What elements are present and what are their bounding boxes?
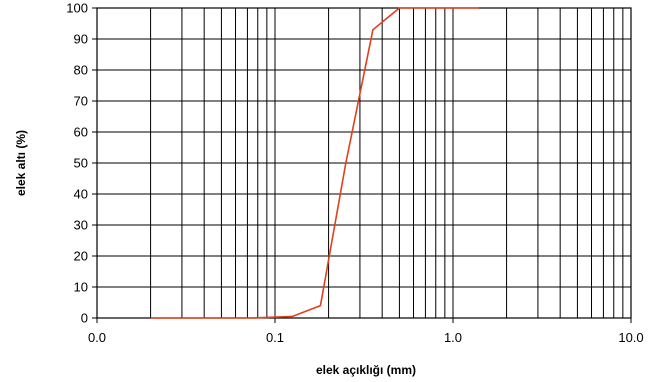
y-tick-label: 90 (74, 32, 88, 47)
y-tick-labels: 0 10 20 30 40 50 60 70 80 90 100 (66, 1, 88, 326)
x-tick-labels: 0.0 0.1 1.0 10.0 (88, 330, 644, 345)
y-tick-label: 0 (81, 311, 88, 326)
x-tick-label: 10.0 (618, 330, 643, 345)
y-tick-label: 40 (74, 187, 88, 202)
y-tick-label: 10 (74, 280, 88, 295)
series-layer (150, 7, 480, 319)
y-tick-label: 20 (74, 249, 88, 264)
plot-border (96, 7, 632, 319)
y-tick-label: 60 (74, 125, 88, 140)
x-tick-label: 0.0 (88, 330, 106, 345)
series-line (150, 7, 480, 319)
y-tick-label: 100 (66, 1, 88, 16)
x-axis-title: elek açıklığı (mm) (316, 363, 416, 377)
y-axis-title: elek altı (%) (14, 130, 28, 196)
y-tick-label: 70 (74, 94, 88, 109)
y-tick-label: 30 (74, 218, 88, 233)
y-tick-label: 50 (74, 156, 88, 171)
x-tick-label: 1.0 (444, 330, 462, 345)
grid (92, 7, 632, 323)
y-tick-label: 80 (74, 63, 88, 78)
x-tick-label: 0.1 (266, 330, 284, 345)
